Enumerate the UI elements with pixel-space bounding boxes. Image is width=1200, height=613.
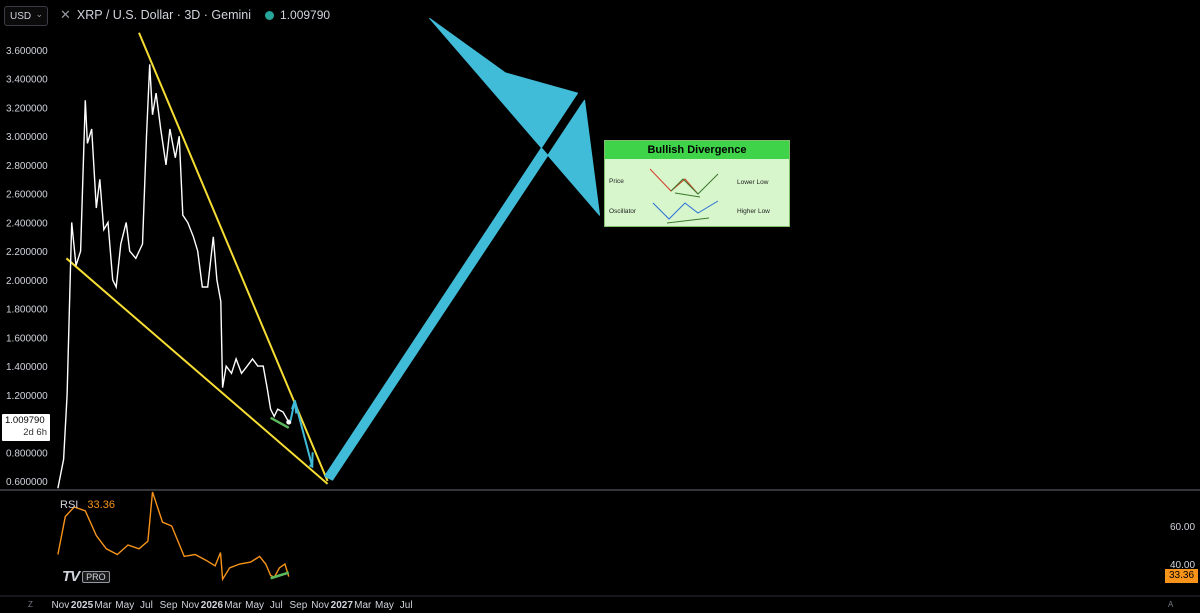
rsi-tick-label: 60.00 [1170,522,1195,533]
axis-corner-left: Z [28,600,33,609]
current-price-tag: 1.009790 2d 6h [2,414,50,441]
rsi-higher-low-line [270,571,290,580]
price-lower-low-line [270,416,290,429]
price-tick-label: 3.400000 [6,75,48,86]
rsi-current-tag: 33.36 [1165,569,1198,583]
currency-select[interactable]: USD ⌄ [4,6,48,26]
close-icon[interactable]: ✕ [60,7,71,22]
price-tick-label: 2.400000 [6,218,48,229]
time-tick-label: Jul [270,600,283,611]
legend-price-label: Price [609,178,624,185]
currency-label: USD [10,10,32,22]
price-tick-label: 2.600000 [6,190,48,201]
rsi-name: RSI [60,499,79,511]
time-tick-label: Nov [181,600,199,611]
projection-zigzag [289,400,314,467]
price-line [57,64,290,489]
price-tick-label: 3.200000 [6,103,48,114]
time-tick-label: May [245,600,264,611]
tradingview-logo[interactable]: TV PRO [62,568,110,585]
chart-header: USD ⌄ ✕ XRP / U.S. Dollar · 3D · Gemini … [0,0,1200,30]
price-tick-label: 0.800000 [6,448,48,459]
legend-oscillator-desc: Higher Low [737,208,770,215]
axis-corner-right: A [1168,600,1174,609]
logo-mark: TV [62,568,80,585]
time-tick-label: Mar [224,600,242,611]
legend-sketch [649,168,719,224]
symbol-title: ✕ XRP / U.S. Dollar · 3D · Gemini 1.0097… [60,7,330,23]
rsi-tick-label: 40.00 [1170,560,1195,571]
last-price: 1.009790 [280,8,331,22]
price-tick-label: 1.600000 [6,333,48,344]
time-tick-label: Mar [354,600,372,611]
time-tick-label: Nov [311,600,329,611]
time-tick-label: 2025 [71,600,94,611]
price-tick-label: 2.800000 [6,161,48,172]
rsi-value: 33.36 [87,499,115,511]
legend-price-desc: Lower Low [737,179,769,186]
time-tick-label: 2027 [331,600,354,611]
legend-title: Bullish Divergence [605,141,789,159]
price-tick-label: 1.800000 [6,305,48,316]
time-tick-label: 2026 [201,600,224,611]
chevron-down-icon: ⌄ [35,9,43,19]
rsi-line [57,491,290,582]
pro-badge: PRO [82,570,110,583]
time-tick-label: May [375,600,394,611]
projection-arrows [289,17,601,481]
zigzag-arrowhead-up [291,400,298,414]
last-price-dot [286,419,292,425]
zigzag-arrowhead-down [308,452,314,469]
time-tick-label: Jul [400,600,413,611]
bar-countdown: 2d 6h [23,427,47,438]
price-tick-label: 2.000000 [6,276,48,287]
price-tick-label: 1.400000 [6,362,48,373]
wedge-trendlines [65,32,329,485]
time-tick-label: Jul [140,600,153,611]
time-tick-label: Nov [51,600,69,611]
rsi-y-axis: 60.00 40.00 [1170,522,1195,571]
current-price-value: 1.009790 [5,415,45,426]
bullish-divergence-legend: Bullish Divergence Price Lower Low Oscil… [604,140,790,227]
time-tick-label: Sep [289,600,307,611]
price-tick-label: 1.200000 [6,391,48,402]
market-status-icon [265,10,275,20]
time-tick-label: May [115,600,134,611]
rsi-legend: RSI 33.36 [60,499,115,511]
legend-oscillator-label: Oscillator [609,208,637,215]
price-tick-label: 2.200000 [6,247,48,258]
lower-trendline [65,257,329,485]
time-axis: Nov 2025 Mar May Jul Sep Nov 2026 Mar May Jul Sep No… [51,600,412,611]
time-tick-label: Mar [94,600,112,611]
price-tick-label: 0.600000 [6,477,48,488]
symbol-name: XRP / U.S. Dollar · 3D · Gemini [76,8,252,22]
projection-arrow-up [324,17,601,481]
divergence-lines [270,416,290,580]
price-tick-label: 3.000000 [6,132,48,143]
time-tick-label: Sep [160,600,178,611]
price-tick-label: 3.600000 [6,46,48,57]
